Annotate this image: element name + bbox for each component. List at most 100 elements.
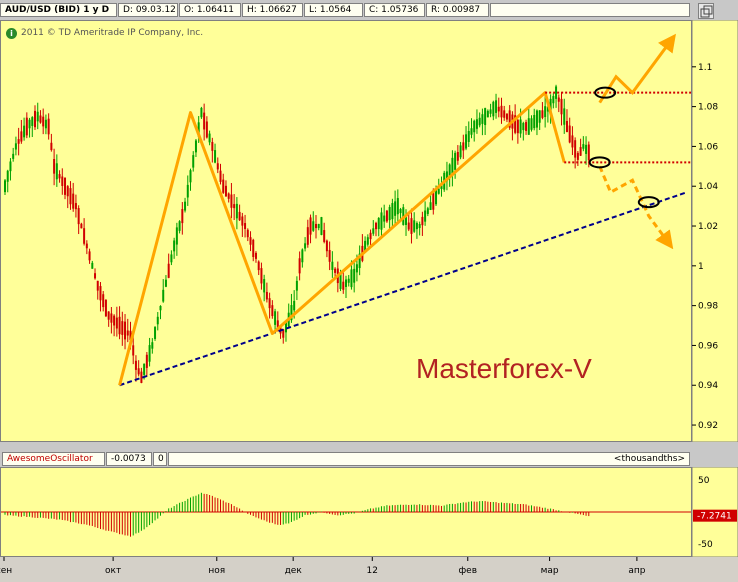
candle-body xyxy=(317,223,320,229)
breakout-marker xyxy=(637,196,660,209)
oscillator-current-label: -7.2741 xyxy=(697,512,732,522)
candle-body xyxy=(17,139,20,144)
candle-body xyxy=(9,161,12,172)
candle-body xyxy=(579,147,582,156)
candle-body xyxy=(61,176,64,186)
candle-body xyxy=(170,254,173,263)
price-tick-label: 0.92 xyxy=(698,421,718,431)
candle-body xyxy=(533,114,536,129)
candle-body xyxy=(530,118,533,130)
symbol-label[interactable]: AUD/USD (BID) 1 y D xyxy=(0,3,117,17)
oscillator-value: -0.0073 xyxy=(106,452,152,466)
price-tick-label: 0.98 xyxy=(698,302,718,312)
candle-body xyxy=(345,279,347,287)
support-trendline xyxy=(119,191,688,387)
candle-body xyxy=(94,273,97,279)
price-tick-label: 1.1 xyxy=(698,63,712,73)
info-icon[interactable]: i xyxy=(6,27,17,39)
oscillator-header: AwesomeOscillator -0.0073 0 <thousandths… xyxy=(0,452,692,466)
candle-body xyxy=(473,120,476,133)
candle-body xyxy=(265,291,268,300)
candle-body xyxy=(254,252,257,259)
candle-body xyxy=(284,320,287,333)
date-tick-label: ноя xyxy=(208,566,225,576)
candle-body xyxy=(246,229,249,238)
candle-body xyxy=(252,239,255,257)
candle-body xyxy=(66,186,69,197)
candle-body xyxy=(208,133,211,143)
high-value: H: 1.06627 xyxy=(242,3,303,17)
candle-body xyxy=(500,105,503,118)
candle-body xyxy=(557,97,560,102)
candle-body xyxy=(85,243,88,249)
candle-body xyxy=(563,108,566,125)
candle-body xyxy=(175,227,178,245)
candle-body xyxy=(388,207,391,221)
candle-body xyxy=(413,220,416,232)
candle-body xyxy=(124,321,127,340)
breakout-marker xyxy=(588,156,611,169)
candle-body xyxy=(219,170,222,182)
candle-body xyxy=(162,289,165,302)
price-panel[interactable] xyxy=(0,20,696,442)
oscillator-axis: 50 -50 -7.2741 xyxy=(692,467,738,557)
candle-body xyxy=(72,193,75,209)
maximize-icon[interactable] xyxy=(698,3,714,19)
candle-body xyxy=(64,177,67,195)
candle-body xyxy=(552,96,555,104)
candle-body xyxy=(77,208,80,225)
candle-body xyxy=(203,112,206,130)
price-tick-label: 1.02 xyxy=(698,222,718,232)
candle-body xyxy=(549,98,552,115)
candle-body xyxy=(508,110,511,128)
candle-body xyxy=(355,264,358,273)
rising-trendline xyxy=(271,91,546,335)
candle-body xyxy=(244,223,247,230)
candle-body xyxy=(514,115,517,133)
oscillator-panel[interactable] xyxy=(0,467,692,557)
candle-body xyxy=(459,145,462,158)
candle-body xyxy=(173,240,176,252)
candle-body xyxy=(478,117,481,126)
oscillator-name[interactable]: AwesomeOscillator xyxy=(2,452,105,466)
candle-body xyxy=(186,184,189,198)
candle-body xyxy=(424,210,427,222)
candle-body xyxy=(80,223,83,229)
candle-body xyxy=(192,155,195,168)
candle-body xyxy=(274,311,277,325)
candle-body xyxy=(4,180,6,193)
candle-body xyxy=(118,316,121,335)
candle-body xyxy=(304,243,307,249)
oscillator-param: 0 xyxy=(153,452,167,466)
breakout-marker xyxy=(594,86,617,99)
date-tick-label: окт xyxy=(105,566,121,576)
candle-body xyxy=(347,278,350,283)
candle-body xyxy=(164,279,167,287)
oscillator-bars xyxy=(4,492,590,537)
candle-body xyxy=(295,280,298,291)
candle-body xyxy=(546,106,549,112)
zigzag-pattern xyxy=(118,91,566,386)
candle-body xyxy=(91,262,94,269)
candle-body xyxy=(167,263,170,278)
candle-body xyxy=(268,298,271,309)
price-tick-label: 1.08 xyxy=(698,103,718,113)
candle-body xyxy=(74,203,77,210)
price-tick-label: 0.94 xyxy=(698,381,718,391)
candle-body xyxy=(399,209,402,214)
candle-body xyxy=(394,201,397,216)
candle-body xyxy=(585,144,588,154)
candle-body xyxy=(440,183,443,190)
price-tick-label: 1.06 xyxy=(698,142,718,152)
candle-body xyxy=(495,100,498,113)
candle-body xyxy=(224,185,227,197)
candle-body xyxy=(309,217,312,235)
candle-body xyxy=(47,118,50,135)
date-tick-label: 12 xyxy=(367,566,378,576)
date-tick-label: дек xyxy=(285,566,303,576)
candles xyxy=(4,84,590,384)
date-tick-label: сен xyxy=(0,566,12,576)
candle-body xyxy=(582,144,585,149)
candle-body xyxy=(260,268,263,284)
candle-body xyxy=(154,327,157,339)
